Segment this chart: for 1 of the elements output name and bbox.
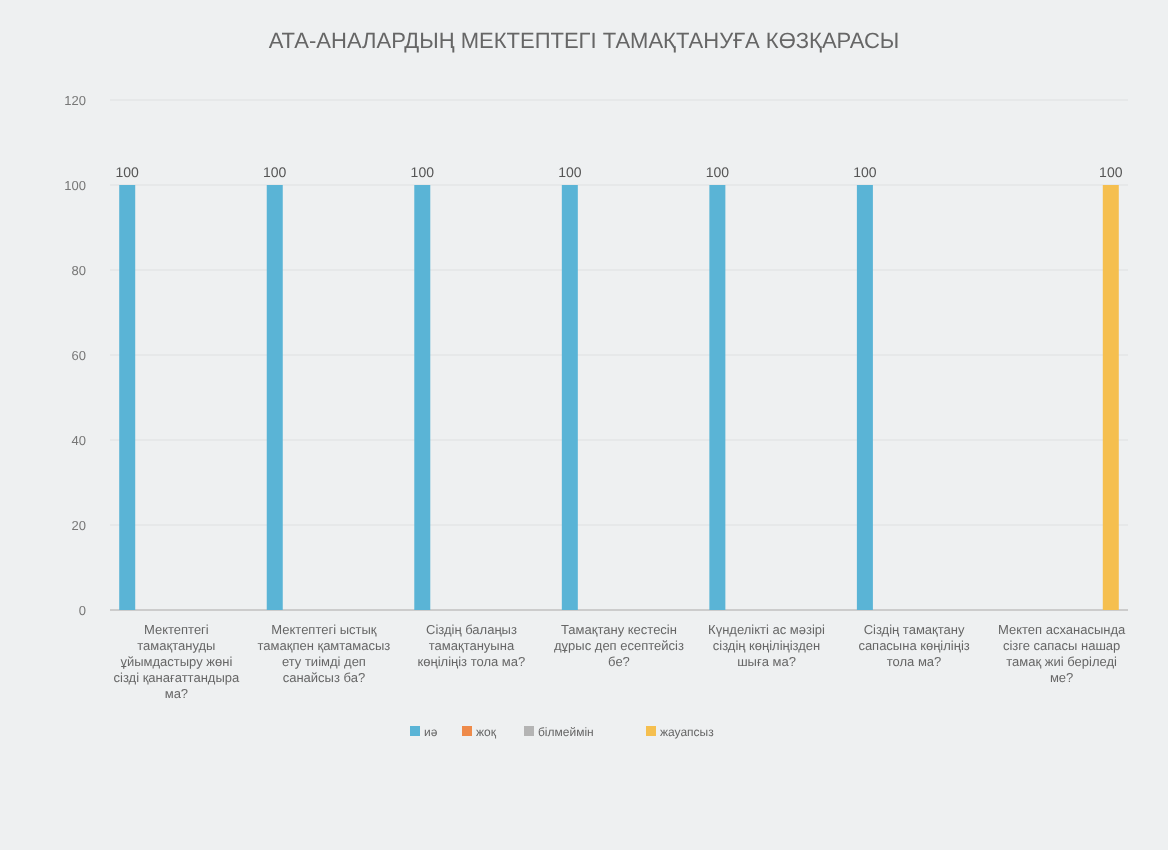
chart-title: АТА-АНАЛАРДЫҢ МЕКТЕПТЕГІ ТАМАҚТАНУҒА КӨЗҚАРАСЫ (268, 30, 900, 54)
